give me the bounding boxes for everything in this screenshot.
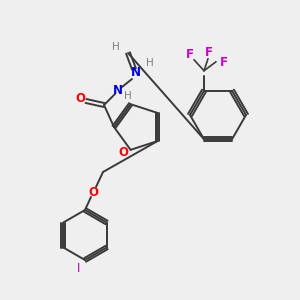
Text: O: O — [88, 185, 98, 199]
Text: F: F — [220, 56, 228, 69]
Text: N: N — [131, 67, 141, 80]
Text: O: O — [75, 92, 85, 106]
Text: N: N — [113, 85, 123, 98]
Text: I: I — [77, 262, 81, 275]
Text: H: H — [112, 42, 120, 52]
Text: H: H — [146, 58, 154, 68]
Text: H: H — [124, 91, 132, 101]
Text: F: F — [186, 48, 194, 61]
Text: F: F — [205, 46, 213, 59]
Text: O: O — [118, 146, 129, 159]
